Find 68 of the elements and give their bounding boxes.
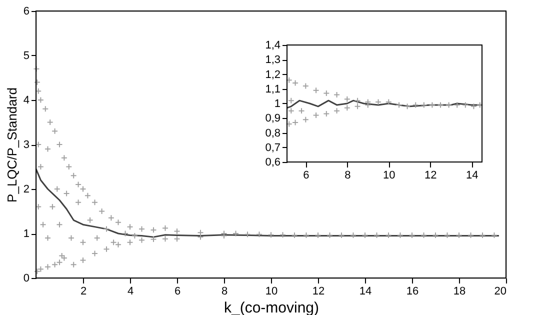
- point: [286, 76, 292, 84]
- point: [312, 87, 320, 94]
- point: [298, 108, 305, 114]
- line-series: [35, 168, 500, 238]
- point: [344, 104, 350, 112]
- point: [476, 102, 484, 108]
- x-tick-label: 12: [312, 286, 325, 298]
- point: [454, 102, 460, 108]
- x-tick-label: 8: [221, 286, 228, 298]
- x-tick-label: 20: [494, 286, 506, 298]
- y-tick-label: 1,3: [265, 54, 280, 66]
- y-tick-label: 5: [23, 50, 30, 62]
- y-tick-label: 0,8: [265, 127, 280, 140]
- x-tick-label: 6: [174, 286, 181, 298]
- y-tick-label: 1: [274, 98, 280, 110]
- x-tick-label: 4: [127, 286, 134, 298]
- y-tick-label: 0,6: [265, 156, 280, 168]
- point: [396, 102, 402, 108]
- point: [292, 119, 299, 126]
- line-series: [286, 100, 483, 109]
- point: [420, 102, 428, 108]
- x-tick-label: 6: [303, 170, 310, 182]
- y-tick-label: 1,1: [265, 83, 280, 96]
- x-tick-label: 18: [453, 286, 466, 298]
- y-tick-label: 2: [23, 184, 30, 196]
- point: [302, 82, 309, 90]
- y-tick-label: 4: [23, 94, 30, 106]
- point: [446, 102, 452, 108]
- y-tick-label: 1,2: [265, 68, 280, 81]
- point: [375, 98, 382, 106]
- point: [344, 96, 350, 102]
- y-tick-label: 6: [23, 6, 30, 18]
- point: [334, 108, 340, 114]
- y-axis-title: P_LQC/P_Standard: [4, 88, 20, 202]
- point: [404, 103, 411, 110]
- x-tick-label: 8: [344, 170, 351, 182]
- point: [385, 98, 392, 106]
- point: [428, 102, 436, 108]
- point: [323, 110, 330, 117]
- y-tick-label: 1: [23, 228, 30, 240]
- point: [312, 112, 320, 118]
- point: [364, 102, 372, 108]
- point: [437, 102, 444, 108]
- point: [354, 103, 361, 110]
- x-tick-label: 14: [466, 170, 478, 182]
- x-tick-label: 16: [406, 286, 419, 298]
- point: [286, 120, 292, 128]
- point: [334, 91, 340, 98]
- point: [412, 102, 419, 108]
- point: [470, 103, 477, 110]
- point: [364, 98, 372, 106]
- y-tick-label: 0,9: [265, 112, 280, 125]
- y-tick-label: 1,4: [265, 40, 280, 52]
- y-tick-label: 0,7: [265, 142, 280, 154]
- point: [462, 102, 469, 108]
- y-tick-label: 0: [23, 272, 30, 284]
- x-tick-label: 2: [80, 286, 87, 298]
- point: [288, 97, 294, 104]
- x-tick-label: 10: [265, 286, 278, 298]
- x-tick-label: 14: [359, 286, 372, 298]
- y-tick-label: 3: [23, 139, 30, 151]
- point: [323, 90, 330, 96]
- point: [302, 116, 309, 123]
- x-tick-label: 12: [424, 170, 437, 182]
- point: [354, 97, 361, 104]
- point: [288, 108, 294, 114]
- x-tick-label: 10: [383, 170, 396, 182]
- point: [292, 80, 299, 86]
